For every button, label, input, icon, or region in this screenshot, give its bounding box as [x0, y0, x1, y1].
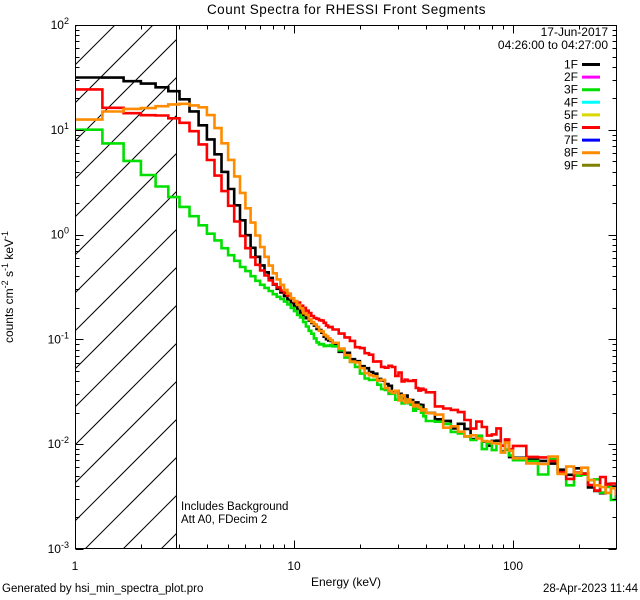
spectrum-curve-1F [75, 76, 617, 500]
spectra-curves [75, 76, 617, 502]
x-tick-label: 10 [287, 559, 301, 573]
x-tick-label: 100 [503, 559, 523, 573]
y-tick-label: 101 [51, 121, 69, 137]
legend-label-9F: 9F [564, 158, 578, 172]
plot-frame [75, 25, 617, 549]
spectrum-curve-3F [75, 128, 617, 502]
observation-date: 17-Jun-2017 [540, 25, 608, 39]
plot-annotation: Includes Background Att A0, FDecim 2 [181, 501, 288, 526]
legend-label-7F: 7F [564, 133, 578, 147]
annotation-background: Includes Background [181, 501, 289, 513]
y-axis-title: counts cm-2 s-1 keV-1 [0, 231, 16, 343]
annotation-attenuator: Att A0, FDecim 2 [181, 513, 268, 526]
legend-label-8F: 8F [564, 146, 578, 160]
excluded-band-hatch [75, 25, 177, 549]
y-tick-label: 10-1 [48, 330, 69, 346]
axis-ticks [75, 25, 617, 550]
legend-label-5F: 5F [564, 108, 578, 122]
y-tick-label: 102 [51, 16, 69, 32]
y-tick-label: 100 [51, 226, 69, 242]
spectrum-curve-6F [75, 88, 617, 496]
x-axis-title: Energy (keV) [311, 575, 381, 589]
legend-label-6F: 6F [564, 121, 578, 135]
chart-title: Count Spectra for RHESSI Front Segments [206, 2, 487, 17]
legend-label-3F: 3F [564, 83, 578, 97]
spectrum-curve-8F [75, 102, 617, 496]
legend-label-4F: 4F [564, 95, 578, 109]
observation-time-range: 04:26:00 to 04:27:00 [497, 38, 608, 52]
y-tick-label: 10-2 [48, 435, 69, 451]
generated-by-text: Generated by hsi_min_spectra_plot.pro [2, 583, 204, 595]
x-tick-label: 1 [72, 559, 79, 573]
generated-timestamp: 28-Apr-2023 11:44 [542, 583, 638, 595]
legend-label-2F: 2F [564, 70, 578, 84]
y-tick-label: 10-3 [48, 540, 69, 556]
legend-label-1F: 1F [564, 58, 578, 72]
observation-datetime: 17-Jun-2017 04:26:00 to 04:27:00 [498, 26, 608, 52]
